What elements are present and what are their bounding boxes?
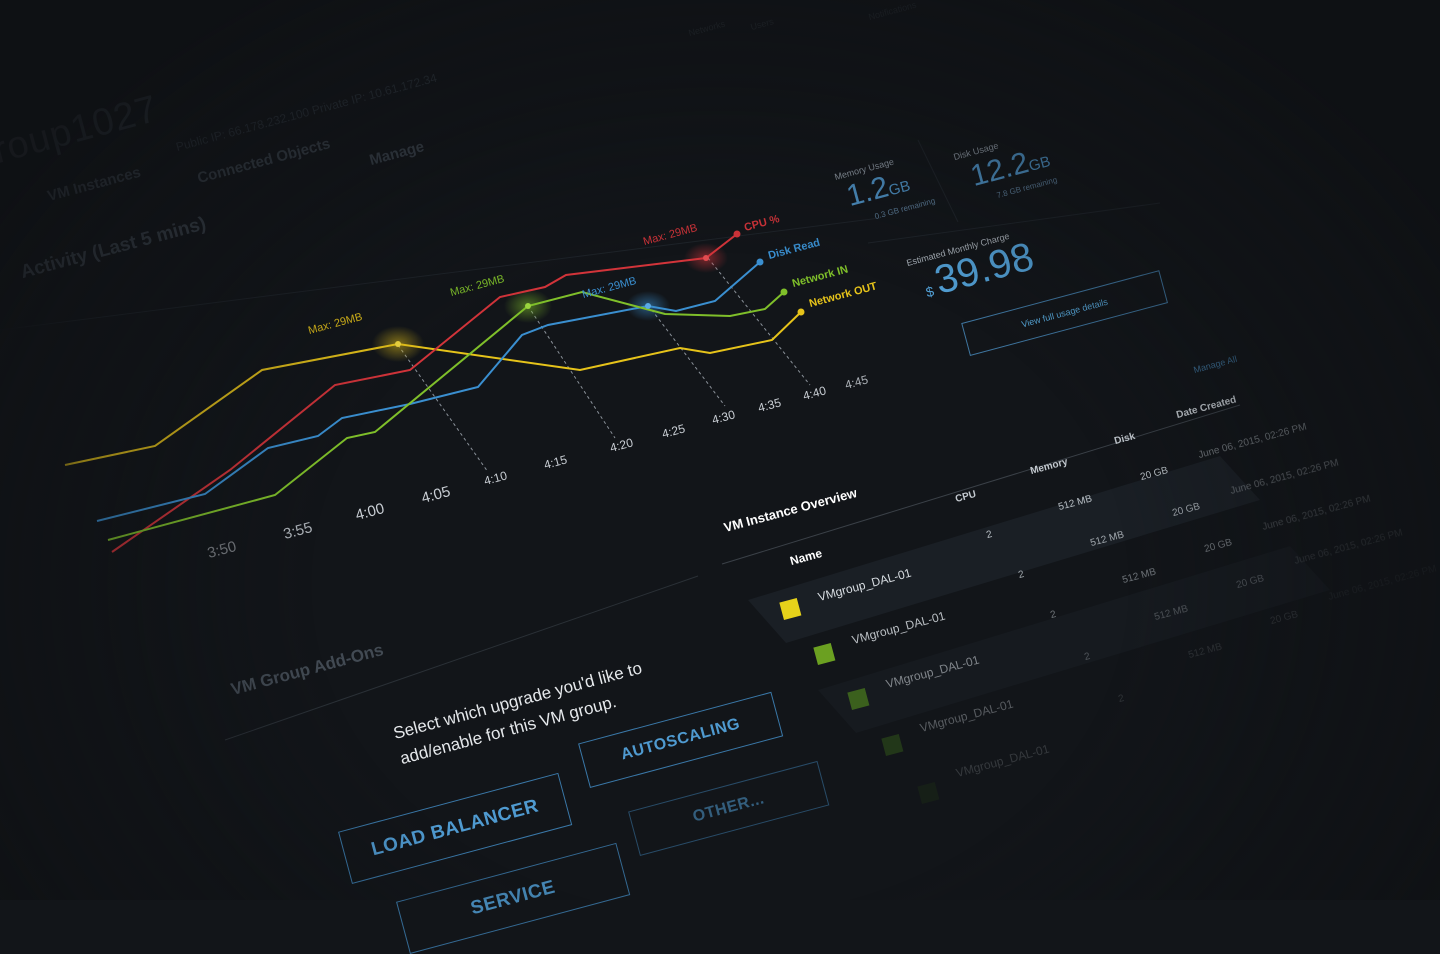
point-network-in-end <box>780 288 788 296</box>
chart-left-fade <box>0 300 700 600</box>
point-cpu-max[interactable] <box>703 255 709 261</box>
disk-usage-unit: GB <box>1026 152 1053 176</box>
point-cpu-end <box>733 230 741 238</box>
memory-usage-unit: GB <box>886 177 913 200</box>
point-disk-read-end <box>756 258 764 266</box>
point-network-out-end <box>797 308 805 316</box>
